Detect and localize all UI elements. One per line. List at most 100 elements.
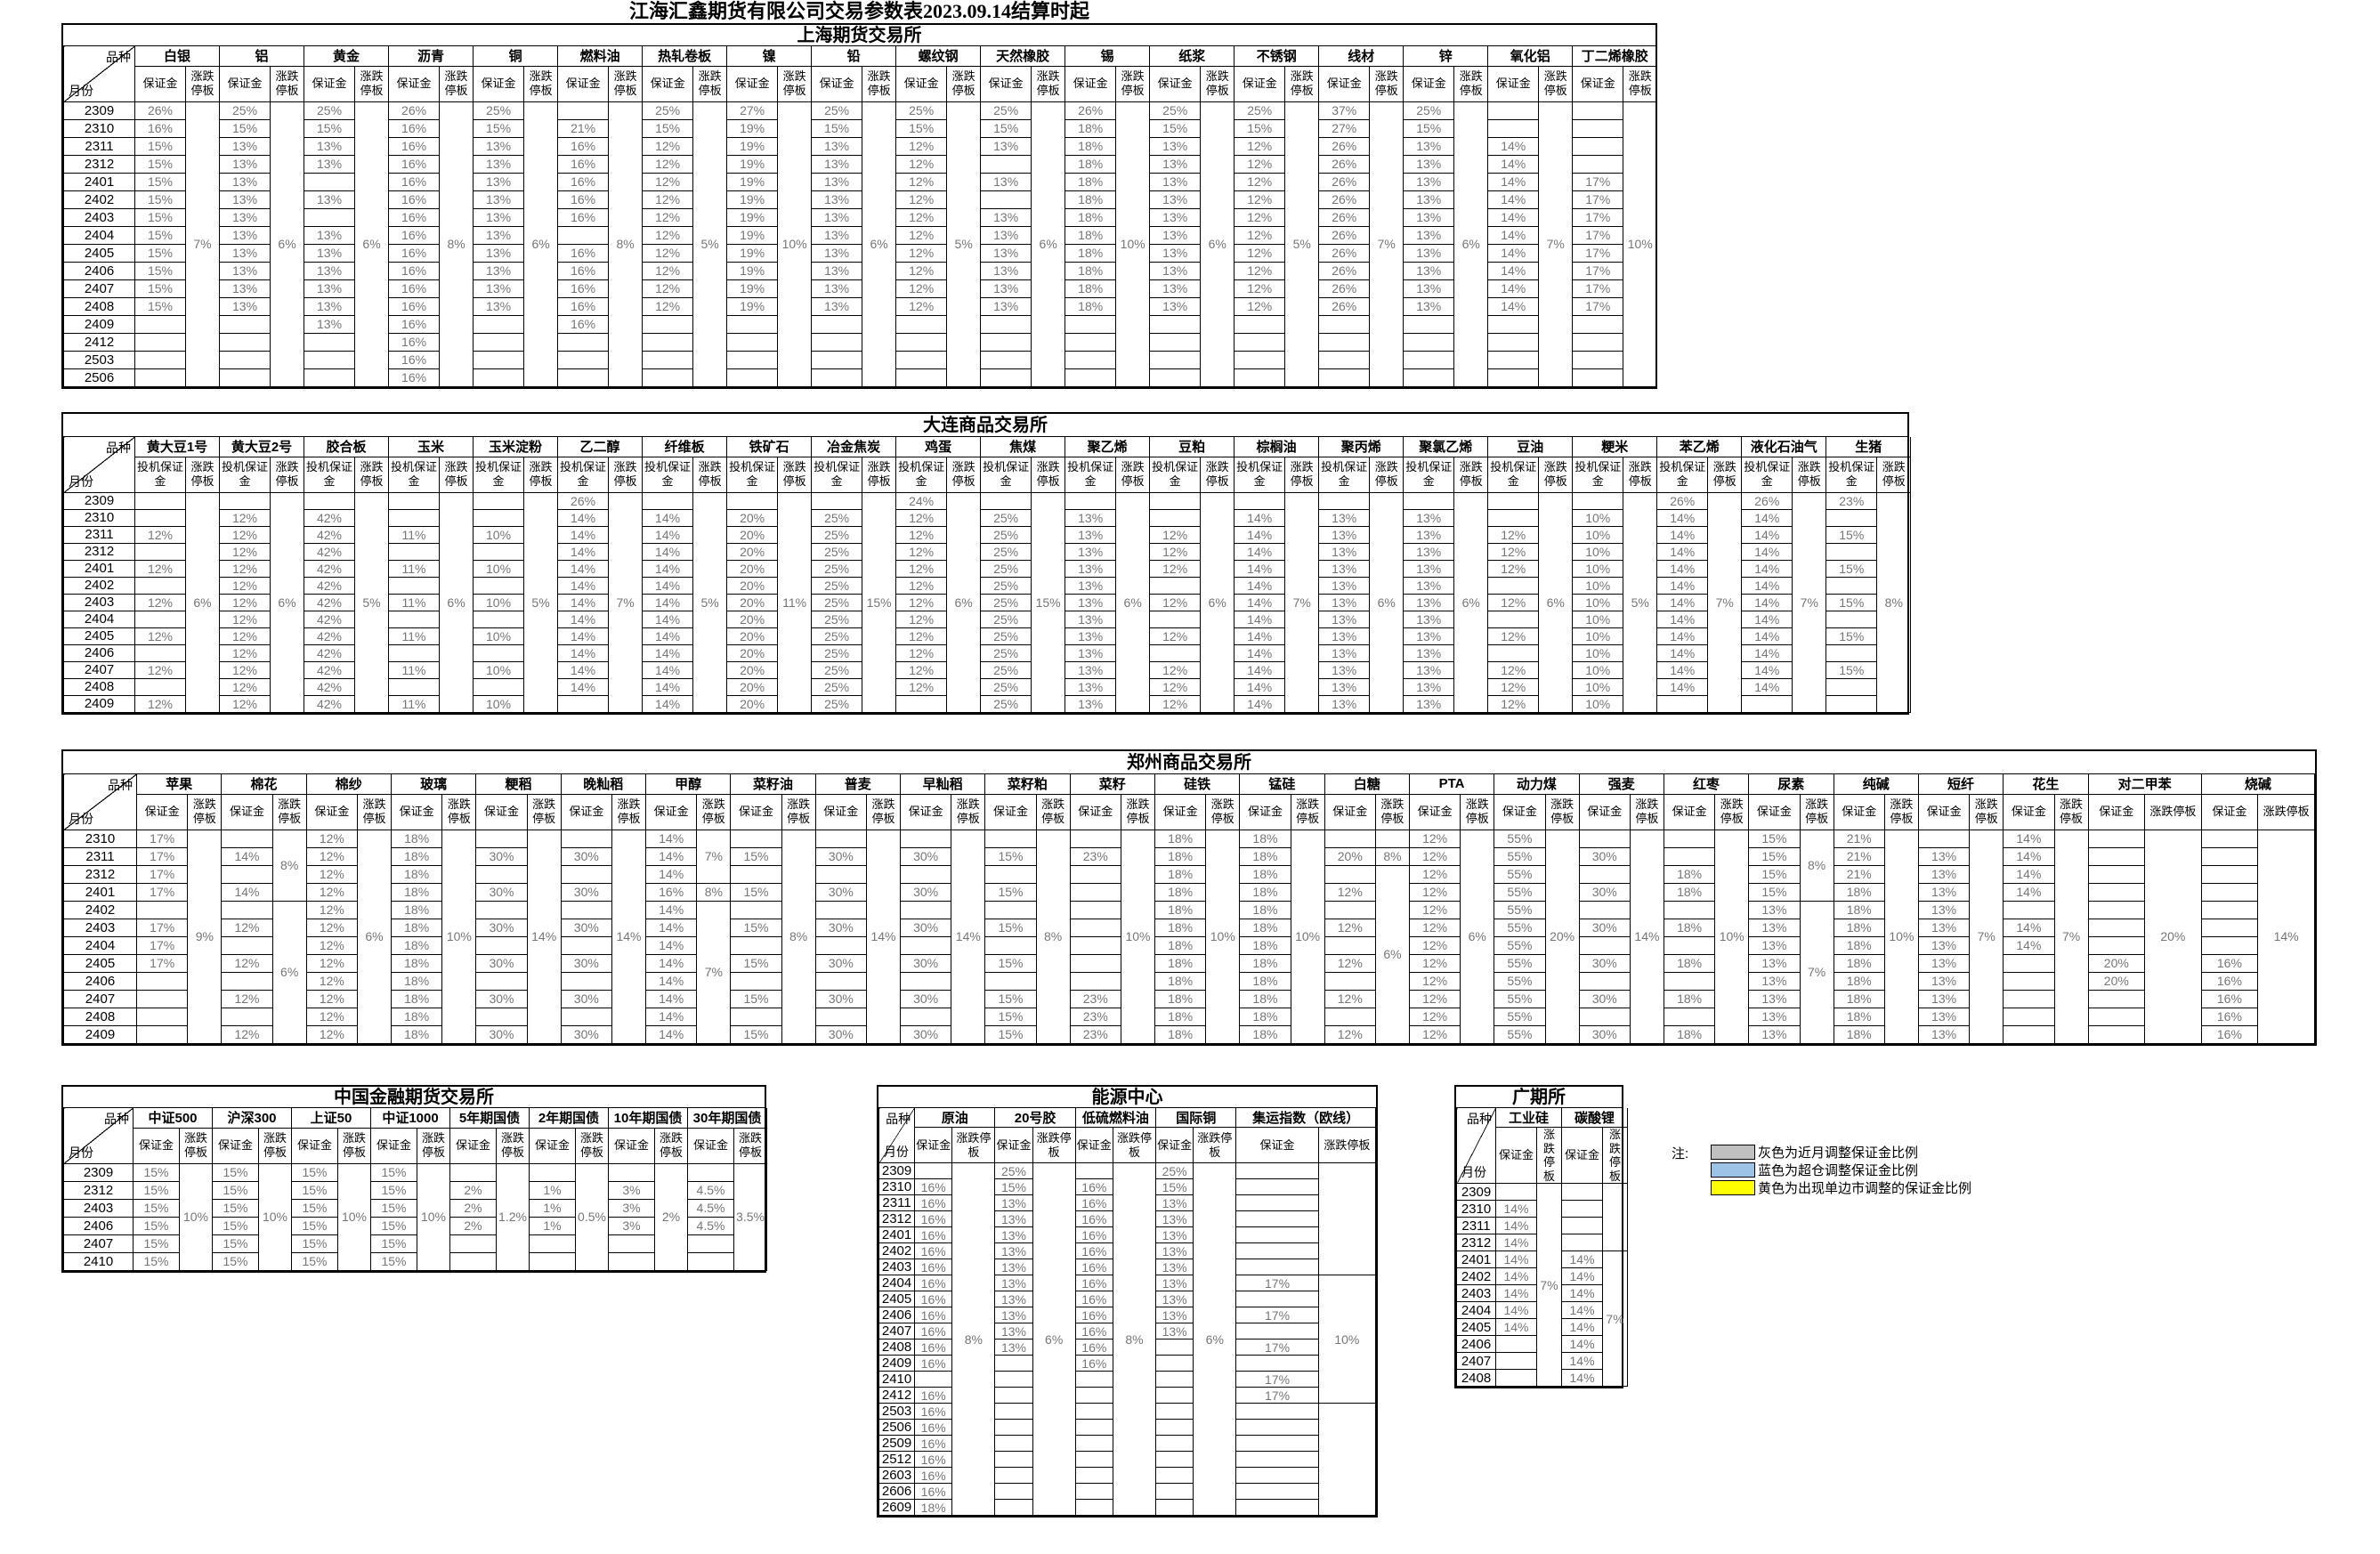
margin-cell: 13%: [1149, 225, 1202, 245]
margin-cell: [895, 350, 948, 369]
month-cell: 2603: [878, 1467, 916, 1484]
margin-cell: 12%: [134, 694, 186, 713]
margin-cell: 13%: [1318, 576, 1371, 595]
margin-cell: [1487, 101, 1540, 120]
margin-cell: 13%: [1149, 190, 1202, 209]
margin-cell: 12%: [1408, 1007, 1461, 1026]
limit-cell: 10%: [1883, 829, 1919, 1044]
margin-cell: 13%: [1917, 935, 1971, 955]
margin-cell: 25%: [811, 677, 863, 696]
margin-cell: 15%: [984, 1024, 1037, 1044]
month-cell: 2309: [63, 1162, 134, 1182]
margin-cell: 14%: [1741, 610, 1793, 628]
margin-cell: [1487, 368, 1540, 387]
margin-cell: [134, 368, 186, 387]
margin-cell: 12%: [134, 627, 186, 645]
variety-label: 品种: [104, 1112, 129, 1126]
margin-cell: 23%: [1825, 491, 1878, 510]
month-cell: 2410: [878, 1371, 916, 1388]
margin-column-header: 投机保证金: [134, 456, 186, 493]
margin-cell: [984, 971, 1037, 991]
limit-column-header: 涨跌停板: [1205, 793, 1241, 830]
margin-cell: 23%: [1069, 1007, 1121, 1026]
product-header: 锡: [1065, 46, 1151, 67]
product-header: 玉米淀粉: [473, 437, 559, 457]
margin-cell: [529, 1234, 576, 1253]
margin-cell: [2087, 864, 2146, 884]
margin-cell: 25%: [473, 101, 525, 120]
margin-column-header: 保证金: [1494, 793, 1546, 830]
margin-cell: [1155, 1483, 1194, 1500]
limit-cell: 6%: [862, 101, 897, 387]
month-cell: 2405: [1456, 1318, 1496, 1337]
limit-column-header: 涨跌停板: [1538, 65, 1574, 102]
margin-cell: 30%: [814, 882, 868, 902]
margin-cell: 13%: [1065, 576, 1117, 595]
margin-cell: [1149, 610, 1202, 628]
margin-cell: 16%: [388, 350, 441, 369]
margin-cell: 12%: [895, 279, 948, 298]
margin-cell: [1561, 1183, 1604, 1202]
product-header: 棉纱: [305, 774, 392, 795]
table-cffex: 中国金融期货交易所 品种 月份 中证500 沪深300 上证50 中证1000 5年期国债 2年…: [61, 1085, 767, 1273]
margin-cell: 18%: [1833, 1024, 1885, 1044]
legend-item-text: 黄色为出现单边市调整的保证金比例: [1758, 1180, 1972, 1196]
limit-cell: 6%: [1193, 1162, 1237, 1516]
limit-column-header: 涨跌停板: [1707, 456, 1743, 493]
margin-cell: 14%: [221, 882, 273, 902]
margin-cell: 13%: [811, 190, 863, 209]
margin-cell: [1074, 1451, 1113, 1468]
margin-cell: 12%: [1408, 1024, 1461, 1044]
margin-cell: [134, 610, 186, 628]
month-cell: 2412: [878, 1387, 916, 1404]
margin-cell: 42%: [304, 643, 355, 662]
margin-cell: 12%: [219, 576, 271, 595]
margin-cell: [1572, 101, 1624, 120]
limit-cell: 8%: [439, 101, 474, 387]
margin-cell: 17%: [135, 953, 189, 973]
margin-cell: 13%: [473, 136, 525, 156]
table-title-gfex: 广期所: [1456, 1087, 1622, 1108]
product-header: 铜: [473, 46, 559, 67]
margin-cell: 12%: [642, 154, 694, 174]
margin-cell: 12%: [305, 918, 359, 937]
margin-cell: 15%: [291, 1234, 338, 1253]
margin-cell: 1%: [529, 1198, 576, 1218]
margin-cell: 14%: [1656, 677, 1709, 696]
month-cell: 2408: [63, 1007, 137, 1026]
margin-cell: [1487, 491, 1540, 510]
limit-column-header: 涨跌停板: [1317, 1127, 1377, 1163]
margin-cell: 25%: [1234, 101, 1286, 120]
margin-cell: 15%: [134, 225, 186, 245]
margin-cell: 16%: [1074, 1291, 1113, 1307]
margin-cell: 18%: [390, 935, 443, 955]
margin-cell: 18%: [1154, 846, 1207, 866]
margin-cell: [814, 1007, 868, 1026]
margin-cell: 25%: [980, 627, 1032, 645]
margin-cell: 16%: [2200, 989, 2259, 1008]
margin-cell: 14%: [1495, 1284, 1537, 1303]
margin-cell: 12%: [1234, 279, 1286, 298]
margin-cell: 14%: [1741, 660, 1793, 679]
margin-cell: [557, 350, 610, 369]
legend-note-label: 注:: [1672, 1146, 1689, 1161]
month-cell: 2403: [1456, 1284, 1496, 1303]
margin-cell: 10%: [1572, 677, 1624, 696]
margin-cell: [726, 332, 779, 352]
margin-cell: 15%: [994, 1178, 1033, 1195]
margin-cell: [2087, 1024, 2146, 1044]
margin-column-header: 保证金: [221, 793, 273, 830]
limit-cell: 8%: [1876, 491, 1912, 713]
limit-column-header: 涨跌停板: [1623, 456, 1658, 493]
margin-cell: 12%: [642, 190, 694, 209]
margin-column-header: 保证金: [642, 65, 694, 102]
margin-cell: 19%: [726, 225, 779, 245]
limit-column-header: 涨跌停板: [1460, 793, 1495, 830]
margin-cell: 18%: [390, 1007, 443, 1026]
margin-cell: [811, 350, 863, 369]
margin-cell: 15%: [134, 190, 186, 209]
margin-column-header: 保证金: [1917, 793, 1971, 830]
limit-cell: 6%: [1453, 101, 1489, 387]
margin-cell: 18%: [1065, 225, 1117, 245]
limit-cell: 9%: [187, 829, 223, 1044]
